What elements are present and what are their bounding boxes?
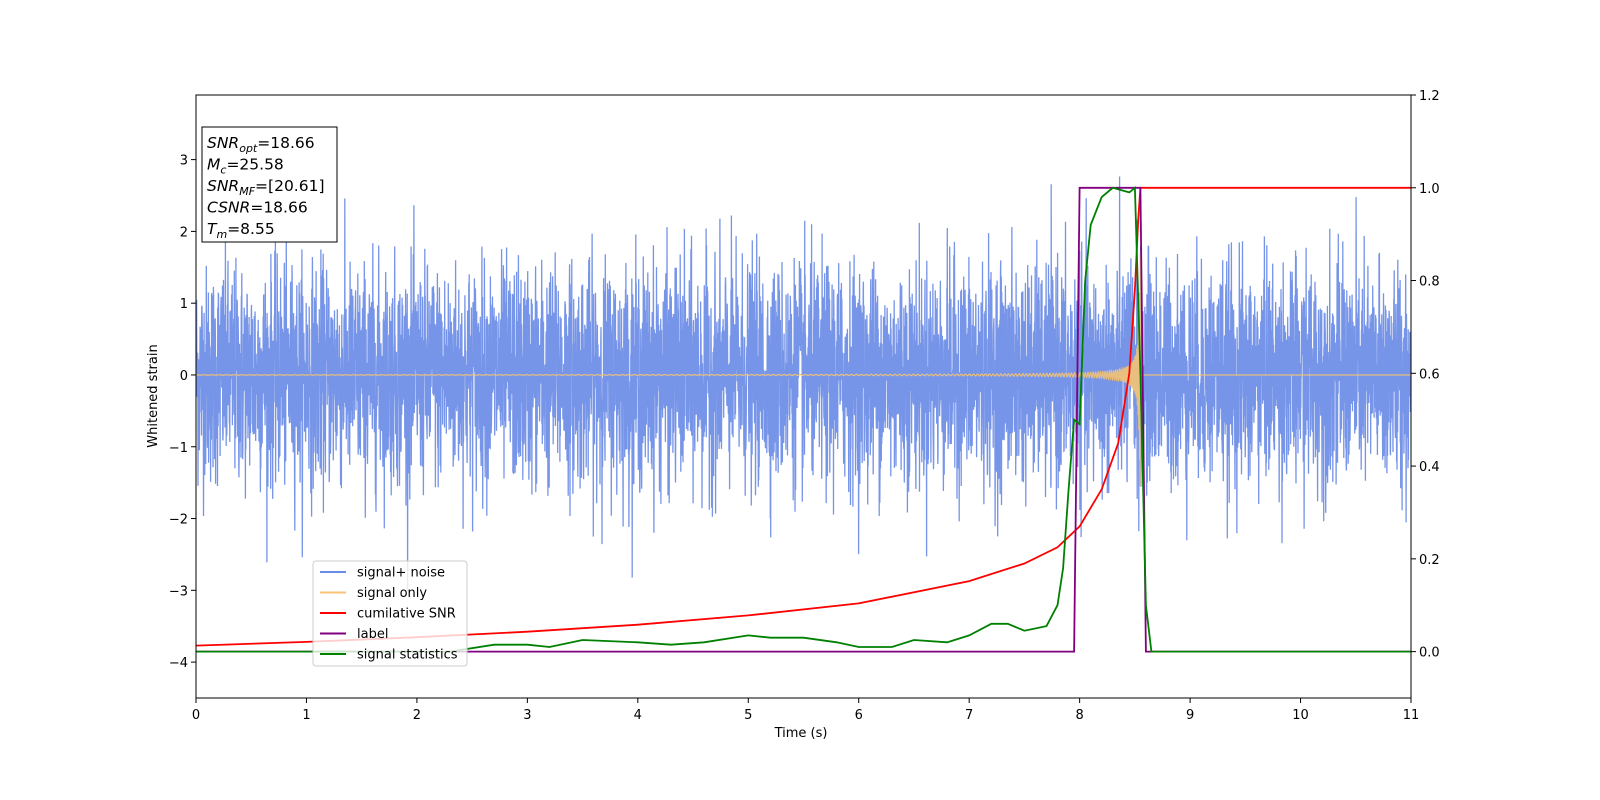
- x-tick-label: 5: [744, 708, 752, 723]
- y-right-tick-label: 1.0: [1419, 182, 1440, 197]
- y-right-axis-ticks: 1.2 1.0 0.8 0.6 0.4 0.2 0.0: [1411, 89, 1440, 661]
- y-right-tick-label: 0.0: [1419, 646, 1440, 661]
- y-left-tick-label: 3: [180, 154, 188, 169]
- series-signal-only: [196, 252, 1411, 486]
- y-left-tick-label: 0: [180, 369, 188, 384]
- x-tick-label: 0: [192, 708, 200, 723]
- info-subscript: m: [216, 228, 227, 241]
- info-subscript: opt: [239, 142, 258, 155]
- series-signal-statistics-line: [196, 185, 1411, 653]
- series-cumilative-snr-line: [196, 186, 1411, 647]
- legend-label: signal+ noise: [357, 566, 445, 581]
- info-symbol: M: [207, 156, 220, 174]
- legend-label: label: [357, 627, 388, 642]
- legend-label: signal only: [357, 586, 427, 601]
- signal-only-line: [196, 252, 1411, 486]
- info-line: SNRopt=18.66: [207, 134, 315, 155]
- signal-noise-line: [196, 176, 1411, 592]
- info-subscript: c: [220, 164, 226, 177]
- y-right-tick-label: 1.2: [1419, 89, 1440, 104]
- legend-frame: [312, 560, 468, 667]
- y-left-tick-label: 1: [180, 297, 188, 312]
- x-tick-label: 1: [302, 708, 310, 723]
- info-line: Tm=8.55: [207, 220, 275, 241]
- info-line: CSNR=18.66: [207, 199, 308, 217]
- y-left-tick-label: 2: [180, 225, 188, 240]
- plot-frame: [195, 94, 1412, 699]
- y-axis-label: Whitened strain: [146, 344, 161, 447]
- x-tick-label: 2: [413, 708, 421, 723]
- info-box: SNRopt=18.66Mc=25.58SNRMF=[20.61]CSNR=18…: [201, 126, 338, 243]
- x-axis-label: Time (s): [774, 726, 828, 741]
- info-value: =25.58: [226, 156, 283, 174]
- info-value: =18.66: [250, 199, 307, 217]
- y-right-tick-label: 0.2: [1419, 553, 1440, 568]
- x-tick-label: 11: [1403, 708, 1420, 723]
- info-symbol: T: [207, 220, 218, 238]
- series-signal-noise: [196, 176, 1411, 592]
- info-box-frame: [201, 126, 338, 243]
- x-tick-label: 10: [1292, 708, 1309, 723]
- x-tick-label: 6: [855, 708, 863, 723]
- info-value: =[20.61]: [255, 177, 324, 195]
- info-symbol: SNR: [207, 177, 239, 195]
- x-tick-label: 9: [1186, 708, 1194, 723]
- info-subscript: MF: [239, 185, 255, 198]
- y-left-tick-label: −3: [169, 584, 188, 599]
- x-tick-label: 4: [634, 708, 642, 723]
- info-line: Mc=25.58: [207, 156, 284, 177]
- info-value: =18.66: [257, 134, 314, 152]
- legend-label: cumilative SNR: [357, 607, 456, 622]
- y-right-tick-label: 0.8: [1419, 275, 1440, 290]
- x-axis-ticks: 0 1 2 3 4 5 6 7 8 9 10 11: [192, 698, 1419, 723]
- y-left-tick-label: −2: [169, 513, 188, 528]
- legend-label: signal statistics: [357, 648, 458, 663]
- info-value: =8.55: [227, 220, 275, 238]
- y-right-tick-label: 0.6: [1419, 367, 1440, 382]
- y-left-tick-label: −4: [169, 656, 188, 671]
- x-tick-label: 3: [523, 708, 531, 723]
- info-line: SNRMF=[20.61]: [207, 177, 325, 198]
- legend: signal+ noise signal only cumilative SNR la…: [312, 560, 468, 667]
- info-symbol: CSNR: [207, 199, 250, 217]
- y-left-axis-ticks: 3 2 1 0 −1 −2 −3 −4: [169, 154, 196, 671]
- info-symbol: SNR: [207, 134, 239, 152]
- y-right-tick-label: 0.4: [1419, 460, 1440, 475]
- x-tick-label: 7: [965, 708, 973, 723]
- x-tick-label: 8: [1075, 708, 1083, 723]
- y-left-tick-label: −1: [169, 441, 188, 456]
